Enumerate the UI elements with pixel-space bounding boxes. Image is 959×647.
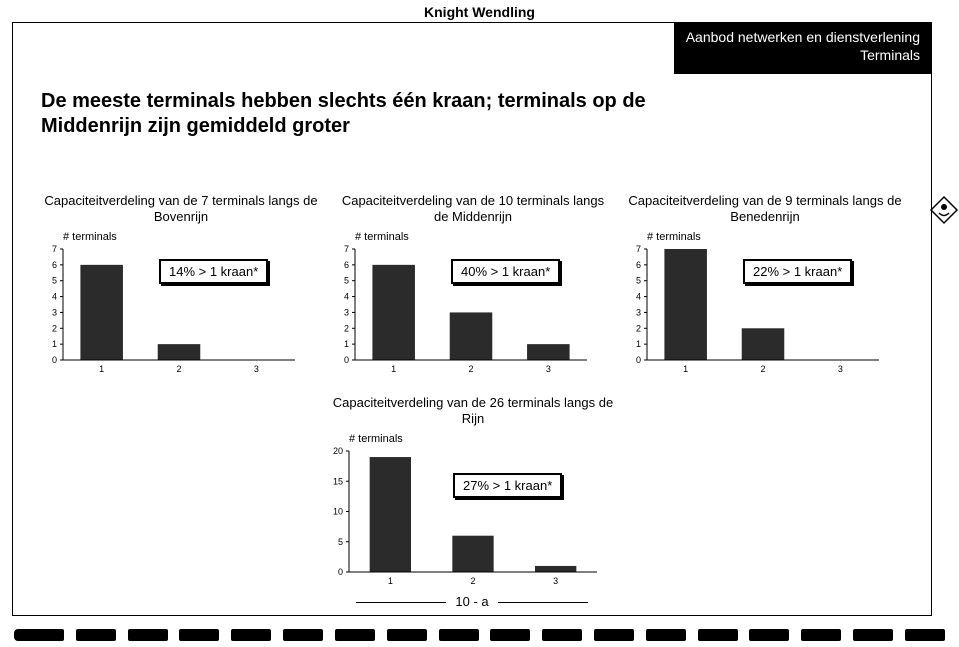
y-tick: 0 [52, 355, 57, 365]
x-tick: 3 [553, 576, 558, 586]
y-tick: 4 [636, 292, 641, 302]
y-tick: 2 [52, 323, 57, 333]
y-tick: 0 [338, 567, 343, 577]
chart-title: Capaciteitverdeling van de 7 terminals l… [41, 193, 321, 227]
y-tick: 1 [344, 339, 349, 349]
y-tick: 2 [344, 323, 349, 333]
charts-row: Capaciteitverdeling van de 7 terminals l… [41, 193, 905, 378]
y-axis-label: # terminals [349, 433, 623, 445]
bar [370, 457, 411, 572]
x-tick: 1 [99, 364, 104, 374]
y-tick: 7 [52, 244, 57, 254]
bar [372, 265, 415, 360]
x-tick: 2 [176, 364, 181, 374]
x-tick: 1 [683, 364, 688, 374]
y-axis-label: # terminals [63, 231, 321, 243]
y-tick: 10 [333, 507, 343, 517]
y-tick: 0 [344, 355, 349, 365]
page-title: Knight Wendling [0, 4, 959, 20]
header-black-box: Aanbod netwerken en dienstverlening Term… [674, 22, 932, 74]
decorative-icon [929, 195, 959, 225]
y-axis-label: # terminals [647, 231, 905, 243]
chart-annotation: 27% > 1 kraan* [453, 473, 562, 498]
y-tick: 1 [52, 339, 57, 349]
chart-block: Capaciteitverdeling van de 10 terminals … [333, 193, 613, 378]
chart-title: Capaciteitverdeling van de 26 terminals … [323, 395, 623, 429]
y-tick: 15 [333, 476, 343, 486]
content-frame: Aanbod netwerken en dienstverlening Term… [12, 22, 932, 616]
y-tick: 7 [636, 244, 641, 254]
chart-annotation: 22% > 1 kraan* [743, 259, 852, 284]
bar [80, 265, 123, 360]
black-box-line2: Terminals [686, 46, 920, 64]
x-tick: 1 [388, 576, 393, 586]
y-tick: 5 [52, 276, 57, 286]
x-tick: 3 [254, 364, 259, 374]
y-tick: 1 [636, 339, 641, 349]
y-tick: 4 [52, 292, 57, 302]
x-tick: 3 [546, 364, 551, 374]
x-tick: 2 [760, 364, 765, 374]
y-tick: 6 [344, 260, 349, 270]
bottom-chart: Capaciteitverdeling van de 26 terminals … [323, 395, 623, 590]
y-tick: 20 [333, 446, 343, 456]
bar [527, 344, 570, 360]
y-tick: 5 [636, 276, 641, 286]
y-tick: 5 [338, 537, 343, 547]
y-tick: 5 [344, 276, 349, 286]
y-axis-label: # terminals [355, 231, 613, 243]
y-tick: 7 [344, 244, 349, 254]
chart-title: Capaciteitverdeling van de 9 terminals l… [625, 193, 905, 227]
page-number-text: 10 - a [455, 594, 488, 609]
black-box-line1: Aanbod netwerken en dienstverlening [686, 28, 920, 46]
page-number: 10 - a [13, 594, 931, 609]
headline: De meeste terminals hebben slechts één k… [41, 89, 741, 139]
x-tick: 3 [838, 364, 843, 374]
y-tick: 6 [52, 260, 57, 270]
bar [535, 566, 576, 572]
bar [452, 536, 493, 572]
y-tick: 3 [636, 307, 641, 317]
chart-block: Capaciteitverdeling van de 7 terminals l… [41, 193, 321, 378]
chart-title: Capaciteitverdeling van de 10 terminals … [333, 193, 613, 227]
y-tick: 6 [636, 260, 641, 270]
chart-block: Capaciteitverdeling van de 9 terminals l… [625, 193, 905, 378]
y-tick: 0 [636, 355, 641, 365]
y-tick: 3 [344, 307, 349, 317]
x-tick: 2 [468, 364, 473, 374]
bar [742, 328, 785, 360]
binding-dashes [0, 629, 959, 641]
bar [158, 344, 201, 360]
x-tick: 1 [391, 364, 396, 374]
y-tick: 3 [52, 307, 57, 317]
bar-chart: 0 5 10 15 20 1 2 3 [323, 445, 603, 590]
bar [664, 249, 707, 360]
chart-annotation: 14% > 1 kraan* [159, 259, 268, 284]
y-tick: 4 [344, 292, 349, 302]
chart-annotation: 40% > 1 kraan* [451, 259, 560, 284]
bar [450, 312, 493, 360]
x-tick: 2 [470, 576, 475, 586]
y-tick: 2 [636, 323, 641, 333]
